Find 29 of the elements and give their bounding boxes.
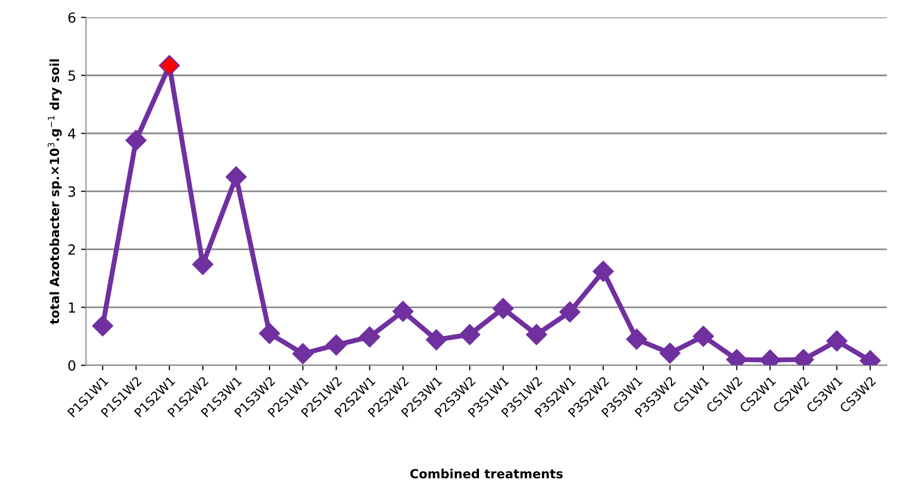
point <box>426 329 447 350</box>
y-tick-label: 0 <box>68 360 76 371</box>
y-tick-label: 3 <box>68 186 76 197</box>
point <box>226 166 247 188</box>
point <box>292 343 314 364</box>
point <box>692 326 714 347</box>
y-tick-label: 5 <box>68 70 76 81</box>
point <box>359 326 380 348</box>
y-tick-label: 1 <box>68 302 75 313</box>
point <box>492 298 514 319</box>
point <box>559 301 580 322</box>
point <box>192 254 214 275</box>
point <box>592 260 614 282</box>
point <box>826 330 848 352</box>
point <box>626 328 648 350</box>
point <box>259 322 280 344</box>
point <box>659 342 680 364</box>
y-tick-label: 4 <box>68 128 76 139</box>
point <box>126 130 147 151</box>
point <box>326 334 347 356</box>
y-tick-label: 2 <box>68 244 75 255</box>
x-axis-title: Combined treatments <box>410 468 563 478</box>
point <box>92 315 114 336</box>
y-tick-label: 6 <box>68 12 76 23</box>
y-axis-title: total Azotobacter sp.×10$^{3}$.g$^{−1}$ dry soil <box>48 59 62 324</box>
point <box>459 324 480 346</box>
point <box>526 324 548 346</box>
point <box>158 55 180 76</box>
point <box>392 300 414 322</box>
